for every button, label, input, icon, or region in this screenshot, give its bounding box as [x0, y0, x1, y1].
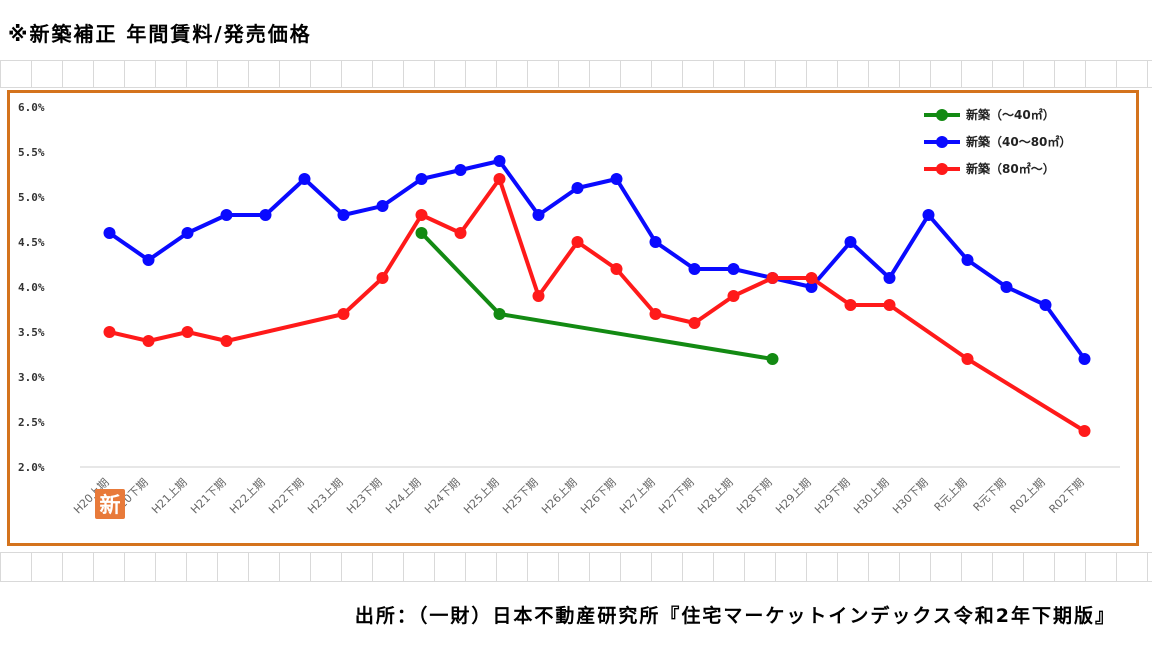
data-point-series-1	[610, 173, 623, 185]
data-point-series-1	[961, 254, 974, 266]
y-tick-label: 2.5%	[18, 416, 45, 429]
x-tick-label: H27上期	[617, 476, 658, 517]
x-tick-label: H29上期	[773, 476, 814, 517]
x-tick-label: R元下期	[971, 476, 1009, 514]
x-tick-label: H24上期	[383, 476, 424, 517]
data-point-series-2	[1078, 425, 1091, 437]
data-point-series-2	[142, 335, 155, 347]
data-point-series-1	[103, 227, 116, 239]
legend-marker	[936, 109, 948, 121]
data-point-series-1	[727, 263, 740, 275]
x-tick-label: H27下期	[656, 476, 697, 517]
x-tick-label: H28下期	[734, 476, 775, 517]
data-point-series-1	[454, 164, 467, 176]
data-point-series-1	[571, 182, 584, 194]
sheet-grid-band-top	[0, 60, 1152, 88]
page-title: ※新築補正 年間賃料/発売価格	[8, 22, 312, 46]
x-tick-label: H26上期	[539, 476, 580, 517]
series-line-0	[420, 231, 773, 361]
data-point-series-2	[649, 308, 662, 320]
data-point-series-2	[103, 326, 116, 338]
data-point-series-2	[805, 272, 818, 284]
data-point-series-2	[844, 299, 857, 311]
data-point-series-1	[259, 209, 272, 221]
x-tick-label: H21上期	[149, 476, 190, 517]
data-point-series-1	[844, 236, 857, 248]
y-tick-label: 4.5%	[18, 236, 45, 249]
x-tick-label: H30上期	[851, 476, 892, 517]
new-construction-badge: 新	[95, 489, 125, 519]
source-note: 出所：（一財）日本不動産研究所『住宅マーケットインデックス令和2年下期版』	[354, 605, 1116, 627]
legend-marker	[936, 136, 948, 148]
data-point-series-2	[181, 326, 194, 338]
data-point-series-1	[415, 173, 428, 185]
data-point-series-2	[415, 209, 428, 221]
x-tick-label: H22下期	[266, 476, 307, 517]
data-point-series-2	[766, 272, 779, 284]
legend-label: 新築（80㎡～）	[966, 161, 1055, 176]
data-point-series-1	[493, 155, 506, 167]
data-point-series-1	[142, 254, 155, 266]
y-tick-label: 5.0%	[18, 191, 45, 204]
data-point-series-1	[1078, 353, 1091, 365]
data-point-series-1	[181, 227, 194, 239]
x-tick-label: R02上期	[1008, 476, 1048, 516]
data-point-series-2	[883, 299, 896, 311]
data-point-series-2	[493, 173, 506, 185]
chart-frame: 2.0% 2.5% 3.0% 3.5% 4.0% 4.5% 5.0% 5.5% 6.0% H20上…	[7, 90, 1139, 546]
data-point-series-2	[688, 317, 701, 329]
data-point-series-2	[961, 353, 974, 365]
x-tick-label: H29下期	[812, 476, 853, 517]
data-point-series-2	[532, 290, 545, 302]
data-point-series-1	[337, 209, 350, 221]
x-tick-label: H25下期	[500, 476, 541, 517]
x-tick-label: H24下期	[422, 476, 463, 517]
data-point-series-2	[571, 236, 584, 248]
data-point-series-1	[805, 281, 818, 293]
series-line-1	[108, 159, 1087, 361]
x-tick-label: H25上期	[461, 476, 502, 517]
legend-marker	[936, 163, 948, 175]
y-tick-label: 3.5%	[18, 326, 45, 339]
x-tick-label: H23上期	[305, 476, 346, 517]
data-point-series-0	[415, 227, 428, 239]
x-tick-label: H21下期	[188, 476, 229, 517]
data-point-series-2	[337, 308, 350, 320]
data-point-series-1	[298, 173, 311, 185]
data-point-series-1	[220, 209, 233, 221]
data-point-series-2	[220, 335, 233, 347]
data-point-series-1	[649, 236, 662, 248]
x-tick-label: R元上期	[932, 476, 970, 514]
data-point-series-1	[922, 209, 935, 221]
x-tick-label: H26下期	[578, 476, 619, 517]
x-tick-label: H23下期	[344, 476, 385, 517]
data-point-series-1	[532, 209, 545, 221]
data-point-series-2	[376, 272, 389, 284]
sheet-grid-band-bottom	[0, 552, 1152, 582]
y-tick-label: 2.0%	[18, 461, 45, 474]
data-point-series-2	[454, 227, 467, 239]
y-tick-label: 5.5%	[18, 146, 45, 159]
data-point-series-1	[1000, 281, 1013, 293]
data-point-series-0	[766, 353, 779, 365]
data-point-series-1	[376, 200, 389, 212]
data-point-series-1	[688, 263, 701, 275]
data-point-series-1	[883, 272, 896, 284]
y-tick-label: 3.0%	[18, 371, 45, 384]
data-point-series-0	[493, 308, 506, 320]
x-tick-label: R02下期	[1047, 476, 1087, 516]
y-tick-label: 6.0%	[18, 101, 45, 114]
line-chart: 2.0%2.5%3.0%3.5%4.0%4.5%5.0%5.5%6.0%H20上…	[18, 101, 1120, 517]
data-point-series-2	[727, 290, 740, 302]
x-tick-label: H30下期	[890, 476, 931, 517]
legend-label: 新築（～40㎡）	[966, 107, 1055, 122]
legend-label: 新築（40～80㎡）	[966, 134, 1071, 149]
data-point-series-1	[1039, 299, 1052, 311]
data-point-series-2	[610, 263, 623, 275]
y-tick-label: 4.0%	[18, 281, 45, 294]
x-tick-label: H28上期	[695, 476, 736, 517]
x-tick-label: H22上期	[227, 476, 268, 517]
